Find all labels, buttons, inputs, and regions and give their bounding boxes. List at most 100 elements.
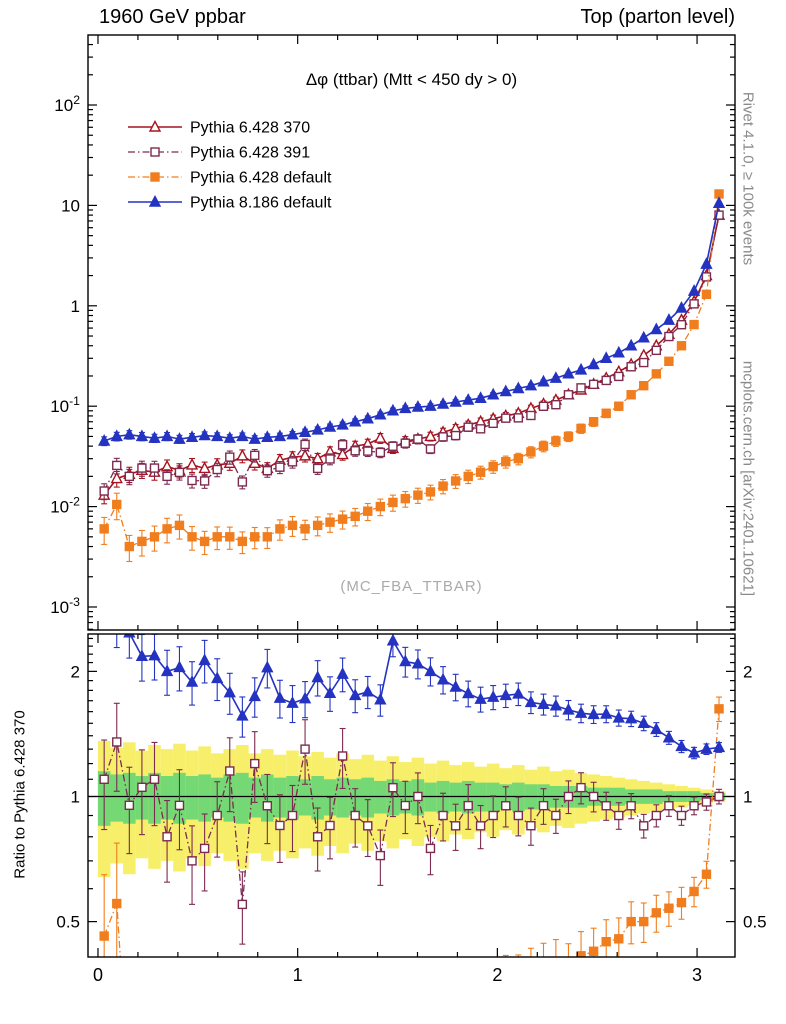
data-point-marker xyxy=(662,313,676,325)
data-point-marker xyxy=(99,931,109,941)
data-point-marker xyxy=(714,210,724,220)
data-point-marker xyxy=(700,257,713,269)
data-point-marker xyxy=(312,832,323,842)
data-point-marker xyxy=(148,194,162,207)
main-series-pythia-6-428-default xyxy=(99,189,724,563)
data-point-marker xyxy=(363,446,373,456)
data-point-marker xyxy=(187,475,197,486)
data-point-marker xyxy=(712,196,726,208)
data-point-marker xyxy=(526,821,536,831)
data-point-marker xyxy=(639,381,649,391)
tick-label: 2 xyxy=(743,662,752,681)
data-point-marker xyxy=(574,362,588,375)
data-point-marker xyxy=(175,1021,183,1024)
data-point-marker xyxy=(576,951,586,957)
data-point-marker xyxy=(563,431,574,442)
data-point-marker xyxy=(174,520,185,531)
band-bin xyxy=(110,774,124,822)
data-point-marker xyxy=(148,119,162,132)
data-point-marker xyxy=(501,413,511,423)
data-point-marker xyxy=(651,369,662,379)
data-point-marker xyxy=(187,532,197,542)
data-point-marker xyxy=(551,810,561,821)
data-point-marker xyxy=(424,664,437,677)
data-point-marker xyxy=(325,820,335,831)
data-point-marker xyxy=(537,374,550,387)
data-point-marker xyxy=(524,378,538,391)
legend-item-label: Pythia 8.186 default xyxy=(190,195,332,212)
data-point-marker xyxy=(449,395,462,407)
main-series-pythia-6-428-370 xyxy=(98,208,726,505)
band-bin xyxy=(198,774,211,822)
data-point-marker xyxy=(714,704,724,714)
data-point-marker xyxy=(614,371,624,382)
data-point-marker xyxy=(185,457,199,470)
data-point-marker xyxy=(298,448,312,461)
data-point-marker xyxy=(325,454,335,464)
data-point-marker xyxy=(513,413,524,423)
data-point-marker xyxy=(287,810,298,821)
data-point-marker xyxy=(424,399,437,411)
data-point-marker xyxy=(626,801,636,811)
data-point-marker xyxy=(236,429,249,442)
data-point-marker xyxy=(223,431,236,443)
data-point-marker xyxy=(123,634,136,638)
data-point-marker xyxy=(588,379,599,390)
data-point-marker xyxy=(98,434,111,446)
data-point-marker xyxy=(388,497,398,508)
data-point-marker xyxy=(112,499,122,510)
data-point-marker xyxy=(701,289,712,300)
data-point-marker xyxy=(639,357,649,368)
ratio-series-pythia-6-428-default xyxy=(99,696,724,1024)
data-point-marker xyxy=(501,801,511,811)
data-point-marker xyxy=(664,356,674,367)
data-point-marker xyxy=(248,689,261,702)
data-point-marker xyxy=(413,490,423,500)
data-point-marker xyxy=(450,821,461,831)
data-point-marker xyxy=(275,820,285,831)
data-point-marker xyxy=(487,387,500,400)
data-point-marker xyxy=(475,467,486,477)
data-point-marker xyxy=(388,441,398,451)
data-point-marker xyxy=(261,430,274,443)
tick-label: 10-3 xyxy=(50,595,80,617)
data-point-marker xyxy=(223,685,236,698)
band-bin xyxy=(298,779,312,816)
data-point-marker xyxy=(499,688,512,701)
axis-ticks xyxy=(88,35,735,957)
data-point-marker xyxy=(463,800,473,811)
data-point-marker xyxy=(477,1001,485,1009)
data-point-marker xyxy=(463,422,473,432)
data-point-marker xyxy=(311,670,324,683)
data-point-marker xyxy=(236,708,249,721)
data-point-marker xyxy=(689,886,699,897)
data-point-marker xyxy=(676,897,687,908)
data-point-marker xyxy=(198,461,211,474)
data-point-marker xyxy=(551,399,561,410)
data-point-marker xyxy=(488,810,498,821)
beam-energy-label: 1960 GeV ppbar xyxy=(99,6,246,28)
data-point-marker xyxy=(199,476,210,486)
data-point-marker xyxy=(160,429,174,442)
tick-label: 10-2 xyxy=(50,495,80,517)
data-point-marker xyxy=(576,423,586,434)
data-point-marker xyxy=(323,420,337,432)
data-point-marker xyxy=(336,447,349,460)
data-point-marker xyxy=(639,916,649,927)
data-point-marker xyxy=(123,427,136,440)
data-point-marker xyxy=(650,322,663,335)
tick-label: 2 xyxy=(492,965,502,985)
data-point-marker xyxy=(689,801,699,811)
data-point-marker xyxy=(312,520,323,531)
ratio-series-pythia-8-186-default xyxy=(113,634,726,760)
data-point-marker xyxy=(237,477,248,487)
data-point-marker xyxy=(300,744,310,754)
data-point-marker xyxy=(601,408,611,418)
data-point-marker xyxy=(300,439,310,450)
data-point-marker xyxy=(413,434,423,444)
data-point-marker xyxy=(676,810,687,821)
data-point-marker xyxy=(211,671,224,684)
data-point-marker xyxy=(712,740,726,753)
data-point-marker xyxy=(576,782,586,793)
data-point-marker xyxy=(199,536,210,547)
